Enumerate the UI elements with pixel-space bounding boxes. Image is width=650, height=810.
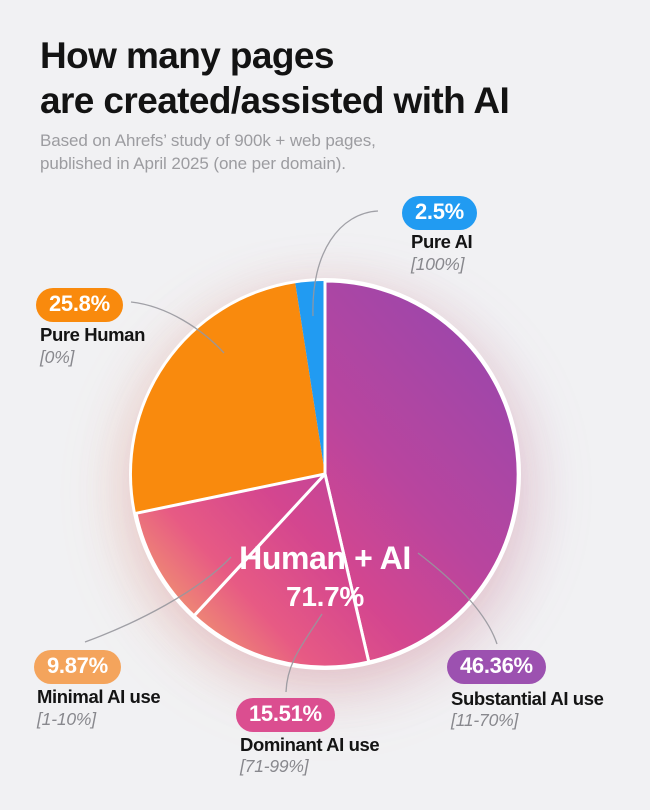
pure-human-range: [0%]: [40, 347, 75, 367]
pure-ai-value-badge: 2.5%: [402, 196, 477, 230]
callout-line-substantial: [417, 552, 498, 645]
pie-center-group-name: Human + AI: [239, 540, 411, 576]
pure-ai-range: [100%]: [411, 254, 465, 274]
substantial-ai-value-badge: 46.36%: [447, 650, 546, 684]
substantial-ai-range: [11-70%]: [451, 710, 519, 730]
callout-line-dominant: [285, 613, 323, 693]
dominant-ai-label: Dominant AI use: [240, 734, 380, 755]
pie-slice-pure-human: [131, 283, 325, 514]
pie-slices: [131, 279, 520, 669]
pure-human-value-badge: 25.8%: [36, 288, 123, 322]
pie-center-group-value: 71.7%: [286, 581, 364, 612]
callout-line-pure-ai: [312, 210, 379, 317]
minimal-ai-value-badge: 9.87%: [34, 650, 121, 684]
substantial-ai-label: Substantial AI use: [451, 688, 604, 709]
callout-line-minimal: [84, 556, 232, 643]
pie-slice-substantial-ai-use: [323, 279, 520, 664]
dominant-ai-value-badge: 15.51%: [236, 698, 335, 732]
pie-slice-pure-ai: [295, 281, 325, 474]
pie-center-label: Human + AI 71.7%: [239, 540, 411, 613]
minimal-ai-range: [1-10%]: [37, 709, 96, 729]
callout-line-pure-human: [130, 301, 225, 354]
pure-human-label: Pure Human: [40, 324, 145, 345]
pie-slice-dominant-ai-use: [192, 472, 371, 669]
pure-ai-label: Pure AI: [411, 231, 473, 252]
dominant-ai-range: [71-99%]: [240, 756, 309, 776]
callout-lines: [84, 210, 498, 693]
page-title: How many pages are created/assisted with…: [40, 35, 510, 121]
minimal-ai-label: Minimal AI use: [37, 686, 161, 707]
page-subtitle: Based on Ahrefs’ study of 900k + web pag…: [40, 131, 376, 173]
pie-slice-minimal-ai-use: [134, 472, 327, 618]
